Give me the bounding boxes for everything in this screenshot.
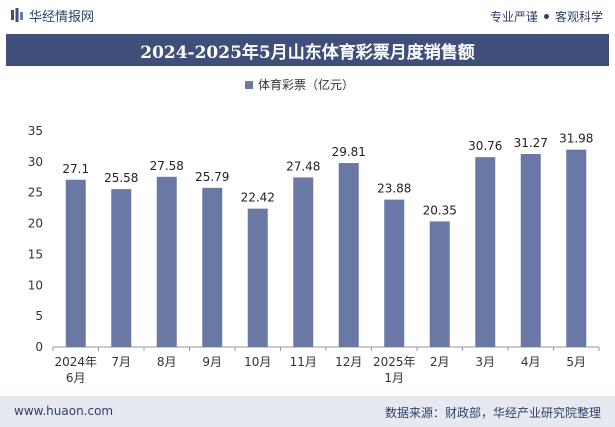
data-label: 27.58 — [150, 159, 184, 173]
x-tick-label: 9月 — [202, 355, 222, 369]
y-tick-label: 25 — [28, 186, 43, 200]
tagline-left: 专业严谨 — [489, 10, 538, 24]
bar — [384, 199, 405, 347]
x-axis: 2024年 6月 7月 8月 9月 10月 11月 12月 2025年 1月 2月 3月 4月 5月 — [52, 347, 600, 385]
y-tick-label: 10 — [28, 278, 43, 292]
y-tick-label: 0 — [35, 340, 43, 354]
bar — [111, 189, 132, 347]
top-bar: 华经情报网 专业严谨 客观科学 — [0, 0, 615, 30]
x-tick-label: 4月 — [521, 355, 541, 369]
tagline: 专业严谨 客观科学 — [490, 8, 603, 25]
footer-url: www.huaon.com — [14, 404, 114, 418]
data-label: 27.48 — [286, 159, 320, 173]
y-tick-label: 15 — [28, 247, 43, 261]
chart-title: 2024-2025年5月山东体育彩票月度销售额 — [140, 42, 475, 63]
footer: www.huaon.com 数据来源：财政部，华经产业研究院整理 — [0, 396, 615, 427]
bar — [429, 221, 450, 347]
x-tick-label: 2月 — [430, 355, 450, 369]
data-label: 30.76 — [468, 139, 502, 153]
x-tick-label: 11月 — [290, 355, 317, 369]
x-tick-label: 7月 — [111, 355, 131, 369]
footer-source: 数据来源：财政部，华经产业研究院整理 — [384, 406, 601, 420]
tagline-separator-dot — [543, 14, 549, 19]
bar-chart: 体育彩票（亿元） 0 5 10 15 20 25 30 35 2024年 6月 7月 8月 9月 10月… — [28, 77, 600, 385]
data-label: 31.27 — [514, 136, 548, 150]
data-label: 25.79 — [195, 170, 229, 184]
bar — [520, 154, 541, 347]
x-tick-label: 2025年 1月 — [373, 355, 416, 385]
bar — [293, 177, 314, 347]
x-tick-label: 8月 — [157, 355, 177, 369]
tagline-right: 客观科学 — [554, 10, 603, 24]
x-tick-label: 10月 — [244, 355, 271, 369]
bars — [65, 149, 587, 347]
bar — [338, 163, 359, 347]
x-tick-label: 12月 — [335, 355, 362, 369]
data-label: 20.35 — [423, 203, 457, 217]
y-tick-label: 35 — [28, 124, 43, 138]
brand-logo-icon — [11, 8, 23, 22]
bar — [247, 208, 268, 347]
chart-area: 体育彩票（亿元） 0 5 10 15 20 25 30 35 2024年 6月 7月 8月 9月 10月… — [0, 66, 615, 396]
data-label: 22.42 — [241, 191, 275, 205]
x-tick-label: 3月 — [475, 355, 495, 369]
data-label: 23.88 — [377, 182, 411, 196]
legend-label: 体育彩票（亿元） — [258, 77, 354, 92]
legend-swatch — [245, 81, 253, 89]
data-label: 27.1 — [62, 162, 89, 176]
brand-name: 华经情报网 — [29, 9, 95, 25]
y-tick-label: 5 — [35, 309, 43, 323]
data-labels: 27.1 25.58 27.58 25.79 22.42 27.48 29.81 23.88 2… — [62, 132, 593, 218]
bar — [566, 149, 587, 347]
data-label: 31.98 — [559, 132, 593, 146]
data-label: 29.81 — [332, 145, 366, 159]
bar — [156, 176, 177, 347]
y-tick-label: 30 — [28, 155, 43, 169]
data-label: 25.58 — [104, 171, 138, 185]
y-axis: 0 5 10 15 20 25 30 35 — [28, 124, 43, 354]
bar — [202, 187, 223, 347]
bar — [475, 157, 496, 347]
title-bar: 2024-2025年5月山东体育彩票月度销售额 — [6, 34, 609, 66]
brand: 华经情报网 — [10, 7, 95, 25]
legend: 体育彩票（亿元） — [245, 77, 354, 92]
y-tick-label: 20 — [28, 217, 43, 231]
x-tick-label: 5月 — [566, 355, 586, 369]
x-tick-label: 2024年 6月 — [54, 355, 97, 385]
bar — [65, 179, 86, 347]
